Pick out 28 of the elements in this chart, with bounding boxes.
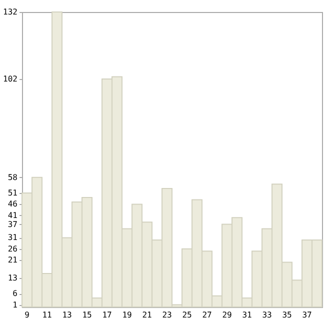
x-tick-label: 37 [302, 310, 312, 320]
y-tick-label: 37 [8, 220, 18, 229]
x-tick-label: 23 [162, 310, 172, 320]
y-tick-label: 46 [8, 200, 18, 209]
x-tick-label: 25 [182, 310, 192, 320]
x-tick-label: 33 [262, 310, 272, 320]
x-tick-label: 35 [282, 310, 292, 320]
x-tick-label: 19 [122, 310, 132, 320]
y-tick-label: 132 [3, 8, 18, 16]
x-tick-label: 13 [62, 310, 72, 320]
y-tick-label: 51 [8, 188, 18, 198]
y-tick-label: 58 [8, 172, 18, 182]
x-tick-label: 31 [242, 310, 252, 320]
y-tick-label: 1 [12, 300, 18, 310]
y-tick-label: 6 [12, 289, 18, 298]
y-tick-label: 31 [8, 233, 18, 242]
x-tick-label: 29 [222, 310, 232, 320]
y-tick-label: 102 [3, 74, 18, 84]
y-tick-label: 26 [8, 244, 18, 254]
x-tick-label: 11 [42, 310, 52, 320]
y-tick-label: 41 [8, 210, 18, 220]
y-tick-label: 13 [8, 273, 18, 282]
x-tick-label: 15 [82, 310, 92, 320]
x-tick-label: 17 [102, 310, 112, 320]
x-tick-label: 9 [24, 310, 30, 320]
x-tick-label: 27 [202, 310, 212, 320]
y-tick-label: 21 [8, 256, 18, 265]
x-tick-label: 21 [142, 310, 152, 320]
